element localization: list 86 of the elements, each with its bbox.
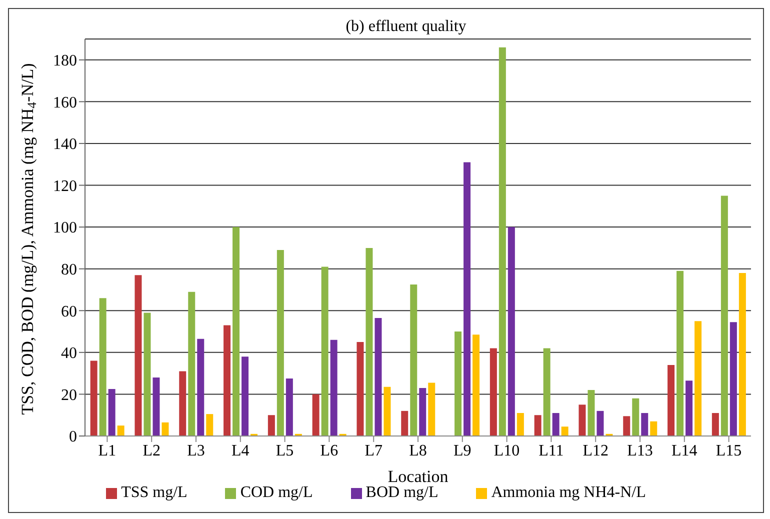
x-tick-label: L4 [232, 442, 250, 460]
bar [179, 371, 186, 436]
bar [578, 404, 586, 436]
bar [641, 413, 648, 436]
y-tick-label: 140 [53, 136, 77, 154]
bar [99, 298, 106, 436]
y-tick-label: 100 [53, 220, 77, 237]
bar [712, 413, 719, 436]
y-tick-label: 180 [53, 52, 77, 70]
x-axis-title: Location [388, 467, 449, 486]
bar [516, 413, 524, 436]
x-tick-label: L8 [409, 442, 427, 460]
x-tick-label: L1 [98, 442, 116, 460]
bar [410, 284, 418, 436]
y-tick-label: 20 [61, 386, 77, 404]
y-tick-label: 60 [61, 303, 77, 320]
bar [330, 340, 338, 436]
bar [552, 413, 560, 436]
bar [650, 421, 658, 436]
bar [90, 360, 98, 436]
y-tick-label: 0 [69, 428, 77, 446]
bar [632, 398, 640, 436]
bar [356, 342, 364, 436]
bar [134, 275, 142, 436]
bar [108, 388, 116, 436]
bar [419, 388, 426, 436]
bar [561, 426, 568, 436]
x-tick-label: L7 [364, 442, 382, 460]
bar [720, 196, 728, 436]
bar [312, 394, 320, 436]
x-tick-label: L9 [454, 442, 472, 460]
bar [508, 227, 515, 436]
bar [268, 415, 275, 436]
bar [321, 266, 328, 436]
bar [144, 312, 151, 436]
bar [623, 416, 630, 436]
bar [224, 325, 231, 436]
bar [242, 356, 249, 436]
bar [534, 415, 542, 436]
bar [428, 382, 436, 436]
chart-title: (b) effluent quality [346, 18, 466, 35]
x-tick-label: L5 [276, 442, 294, 460]
legend-label: TSS mg/L [121, 484, 188, 501]
bar [206, 414, 214, 436]
bar [464, 162, 471, 436]
bar [490, 348, 497, 436]
x-tick-label: L3 [187, 442, 205, 460]
x-tick-label: L11 [538, 442, 564, 460]
bar [384, 386, 391, 436]
bar [117, 426, 124, 436]
y-tick-label: 40 [61, 345, 77, 362]
bar [162, 422, 169, 436]
bar [374, 318, 382, 436]
bar [676, 270, 684, 436]
bar [730, 322, 737, 436]
y-tick-label: 160 [53, 94, 77, 112]
x-tick-label: L14 [672, 442, 698, 460]
bar [454, 332, 462, 436]
x-tick-label: L12 [582, 442, 608, 460]
bar [152, 377, 160, 436]
y-tick-label: 120 [53, 178, 77, 195]
legend-label: Ammonia mg NH4-N/L [491, 484, 646, 501]
x-tick-label: L2 [142, 442, 160, 460]
bar [286, 378, 293, 436]
bar [276, 250, 284, 436]
legend-label: COD mg/L [240, 484, 313, 501]
bar [366, 248, 373, 436]
bar [188, 292, 196, 436]
bar [401, 410, 408, 436]
x-tick-label: L10 [494, 442, 520, 460]
bar [668, 364, 675, 436]
bar [232, 227, 240, 436]
legend-label: BOD mg/L [366, 484, 438, 501]
x-tick-label: L6 [320, 442, 338, 460]
bar [197, 338, 204, 436]
x-tick-label: L15 [716, 442, 742, 460]
bar [738, 273, 746, 436]
bar [472, 334, 480, 436]
bar [596, 410, 604, 436]
y-tick-label: 80 [61, 262, 77, 279]
bar [543, 348, 550, 436]
bar [694, 321, 702, 436]
bar [686, 380, 693, 436]
x-tick-label: L13 [627, 442, 653, 460]
bar [498, 47, 506, 436]
bar [588, 390, 595, 436]
